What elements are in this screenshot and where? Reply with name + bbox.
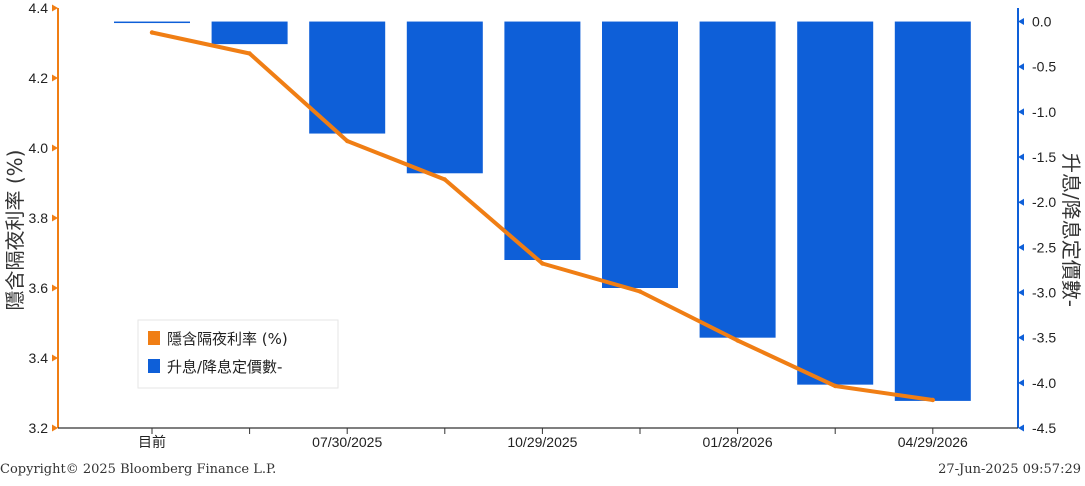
bar-5 — [602, 21, 678, 288]
bar-6 — [699, 21, 776, 338]
right-tick-label-2: -1.0 — [1032, 104, 1056, 120]
legend: 隱含隔夜利率 (%) 升息/降息定價數- — [137, 319, 339, 389]
bar-3 — [406, 21, 483, 174]
left-tick-mark-6 — [52, 4, 58, 12]
left-tick-label-4: 4.0 — [29, 140, 49, 156]
x-axis: 目前 07/30/2025 10/29/2025 01/28/2026 04/29/20… — [58, 427, 1018, 450]
right-tick-mark-9 — [1018, 424, 1024, 432]
rate-point-0 — [149, 30, 155, 35]
left-tick-label-6: 4.4 — [29, 0, 49, 16]
chart: 3.2 3.4 3.6 3.8 4.0 4.2 4.4 0.0 -0.5 -1.0 -1.5 -2.… — [3, 0, 1083, 450]
legend-label-rate: 隱含隔夜利率 (%) — [167, 330, 288, 348]
line-series — [149, 30, 935, 403]
left-tick-label-2: 3.6 — [29, 280, 49, 296]
left-tick-mark-2 — [52, 284, 58, 292]
left-axis: 3.2 3.4 3.6 3.8 4.0 4.2 4.4 — [29, 0, 59, 436]
x-tick-label-4: 10/29/2025 — [507, 434, 577, 450]
rate-point-3 — [442, 177, 447, 182]
x-tick-label-6: 01/28/2026 — [703, 434, 773, 450]
bar-2 — [309, 21, 386, 134]
bar-0 — [114, 21, 190, 24]
right-tick-mark-1 — [1018, 63, 1024, 71]
bar-8 — [894, 21, 971, 401]
left-tick-label-1: 3.4 — [29, 350, 49, 366]
right-tick-mark-4 — [1018, 198, 1024, 206]
bar-series — [114, 21, 971, 401]
left-tick-mark-4 — [52, 144, 58, 152]
right-tick-mark-0 — [1018, 18, 1024, 26]
bar-1 — [211, 21, 288, 45]
copyright-text: Copyright© 2025 Bloomberg Finance L.P. — [0, 462, 277, 477]
right-tick-label-4: -2.0 — [1032, 194, 1056, 210]
left-tick-mark-5 — [52, 74, 58, 82]
x-tick-label-2: 07/30/2025 — [312, 434, 382, 450]
right-tick-mark-3 — [1018, 153, 1024, 161]
left-tick-mark-1 — [52, 354, 58, 362]
legend-swatch-rate — [148, 331, 160, 345]
bar-7 — [797, 21, 874, 385]
rate-point-5 — [637, 289, 643, 294]
right-tick-mark-7 — [1018, 334, 1024, 342]
x-tick-label-8: 04/29/2026 — [898, 434, 968, 450]
left-tick-label-0: 3.2 — [29, 420, 49, 436]
timestamp-text: 27-Jun-2025 09:57:29 — [938, 462, 1081, 477]
left-tick-mark-0 — [52, 424, 58, 432]
rate-point-4 — [540, 261, 545, 266]
right-tick-label-3: -1.5 — [1032, 149, 1056, 165]
left-tick-label-5: 4.2 — [29, 70, 49, 86]
right-tick-mark-8 — [1018, 379, 1024, 387]
right-axis: 0.0 -0.5 -1.0 -1.5 -2.0 -2.5 -3.0 -3.5 -4.0 -4.5 — [1017, 8, 1056, 436]
right-tick-label-9: -4.5 — [1032, 420, 1056, 436]
right-tick-label-7: -3.5 — [1032, 330, 1056, 346]
left-tick-mark-3 — [52, 214, 58, 222]
x-tick-label-0: 目前 — [138, 434, 166, 450]
right-tick-label-5: -2.5 — [1032, 239, 1056, 255]
rate-point-8 — [930, 397, 935, 403]
left-axis-title: 隱含隔夜利率 (%) — [3, 150, 27, 311]
bar-4 — [504, 21, 581, 261]
right-axis-title: 升息/降息定價數- — [1059, 153, 1083, 307]
legend-label-count: 升息/降息定價數- — [167, 358, 282, 376]
right-tick-label-0: 0.0 — [1032, 14, 1052, 30]
left-tick-label-3: 3.8 — [29, 210, 49, 226]
rate-point-6 — [735, 338, 740, 343]
right-tick-mark-5 — [1018, 243, 1024, 251]
rate-point-2 — [345, 138, 350, 144]
rate-point-1 — [247, 51, 252, 56]
right-tick-label-6: -3.0 — [1032, 285, 1056, 301]
right-tick-label-1: -0.5 — [1032, 59, 1056, 75]
right-tick-label-8: -4.0 — [1032, 375, 1056, 391]
right-tick-mark-2 — [1018, 108, 1024, 116]
legend-swatch-count — [148, 359, 160, 373]
right-tick-mark-6 — [1018, 289, 1024, 297]
rate-point-7 — [833, 383, 838, 389]
